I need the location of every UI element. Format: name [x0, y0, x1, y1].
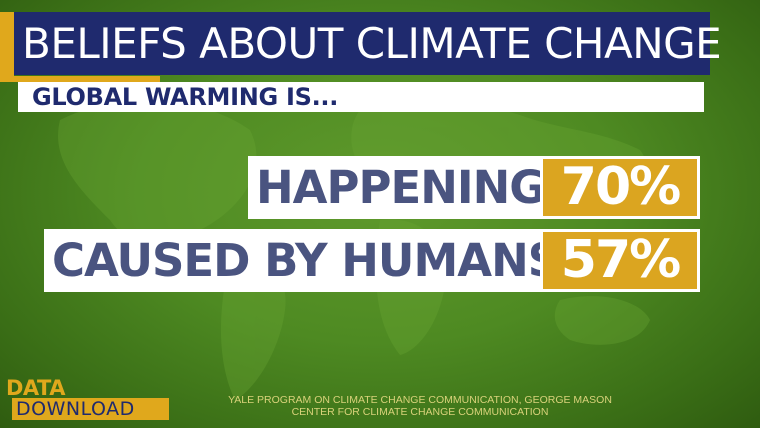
logo-download-text: DOWNLOAD [16, 398, 135, 420]
row-label-happening: HAPPENING [256, 161, 546, 214]
row-value-box-caused-by-humans [540, 229, 700, 292]
source-line-1: YALE PROGRAM ON CLIMATE CHANGE COMMUNICA… [228, 394, 612, 406]
logo-data-text: DATA_ [6, 376, 76, 400]
title-accent-bar-left [0, 12, 14, 82]
row-label-box-caused-by-humans [44, 229, 540, 292]
row-value-box-happening [540, 156, 700, 219]
row-value-happening: 70% [560, 157, 681, 217]
source-line-2: CENTER FOR CLIMATE CHANGE COMMUNICATION [291, 406, 549, 418]
subtitle: GLOBAL WARMING IS... [32, 83, 339, 111]
row-label-caused-by-humans: CAUSED BY HUMANS [52, 234, 560, 287]
logo-download-box [12, 398, 169, 420]
page-title: BELIEFS ABOUT CLIMATE CHANGE [22, 19, 722, 68]
title-banner [14, 12, 710, 75]
row-label-box-happening [248, 156, 540, 219]
title-accent-bar [0, 76, 160, 82]
source-credit: YALE PROGRAM ON CLIMATE CHANGE COMMUNICA… [200, 394, 640, 418]
subtitle-banner [18, 82, 704, 112]
row-value-caused-by-humans: 57% [560, 230, 681, 290]
